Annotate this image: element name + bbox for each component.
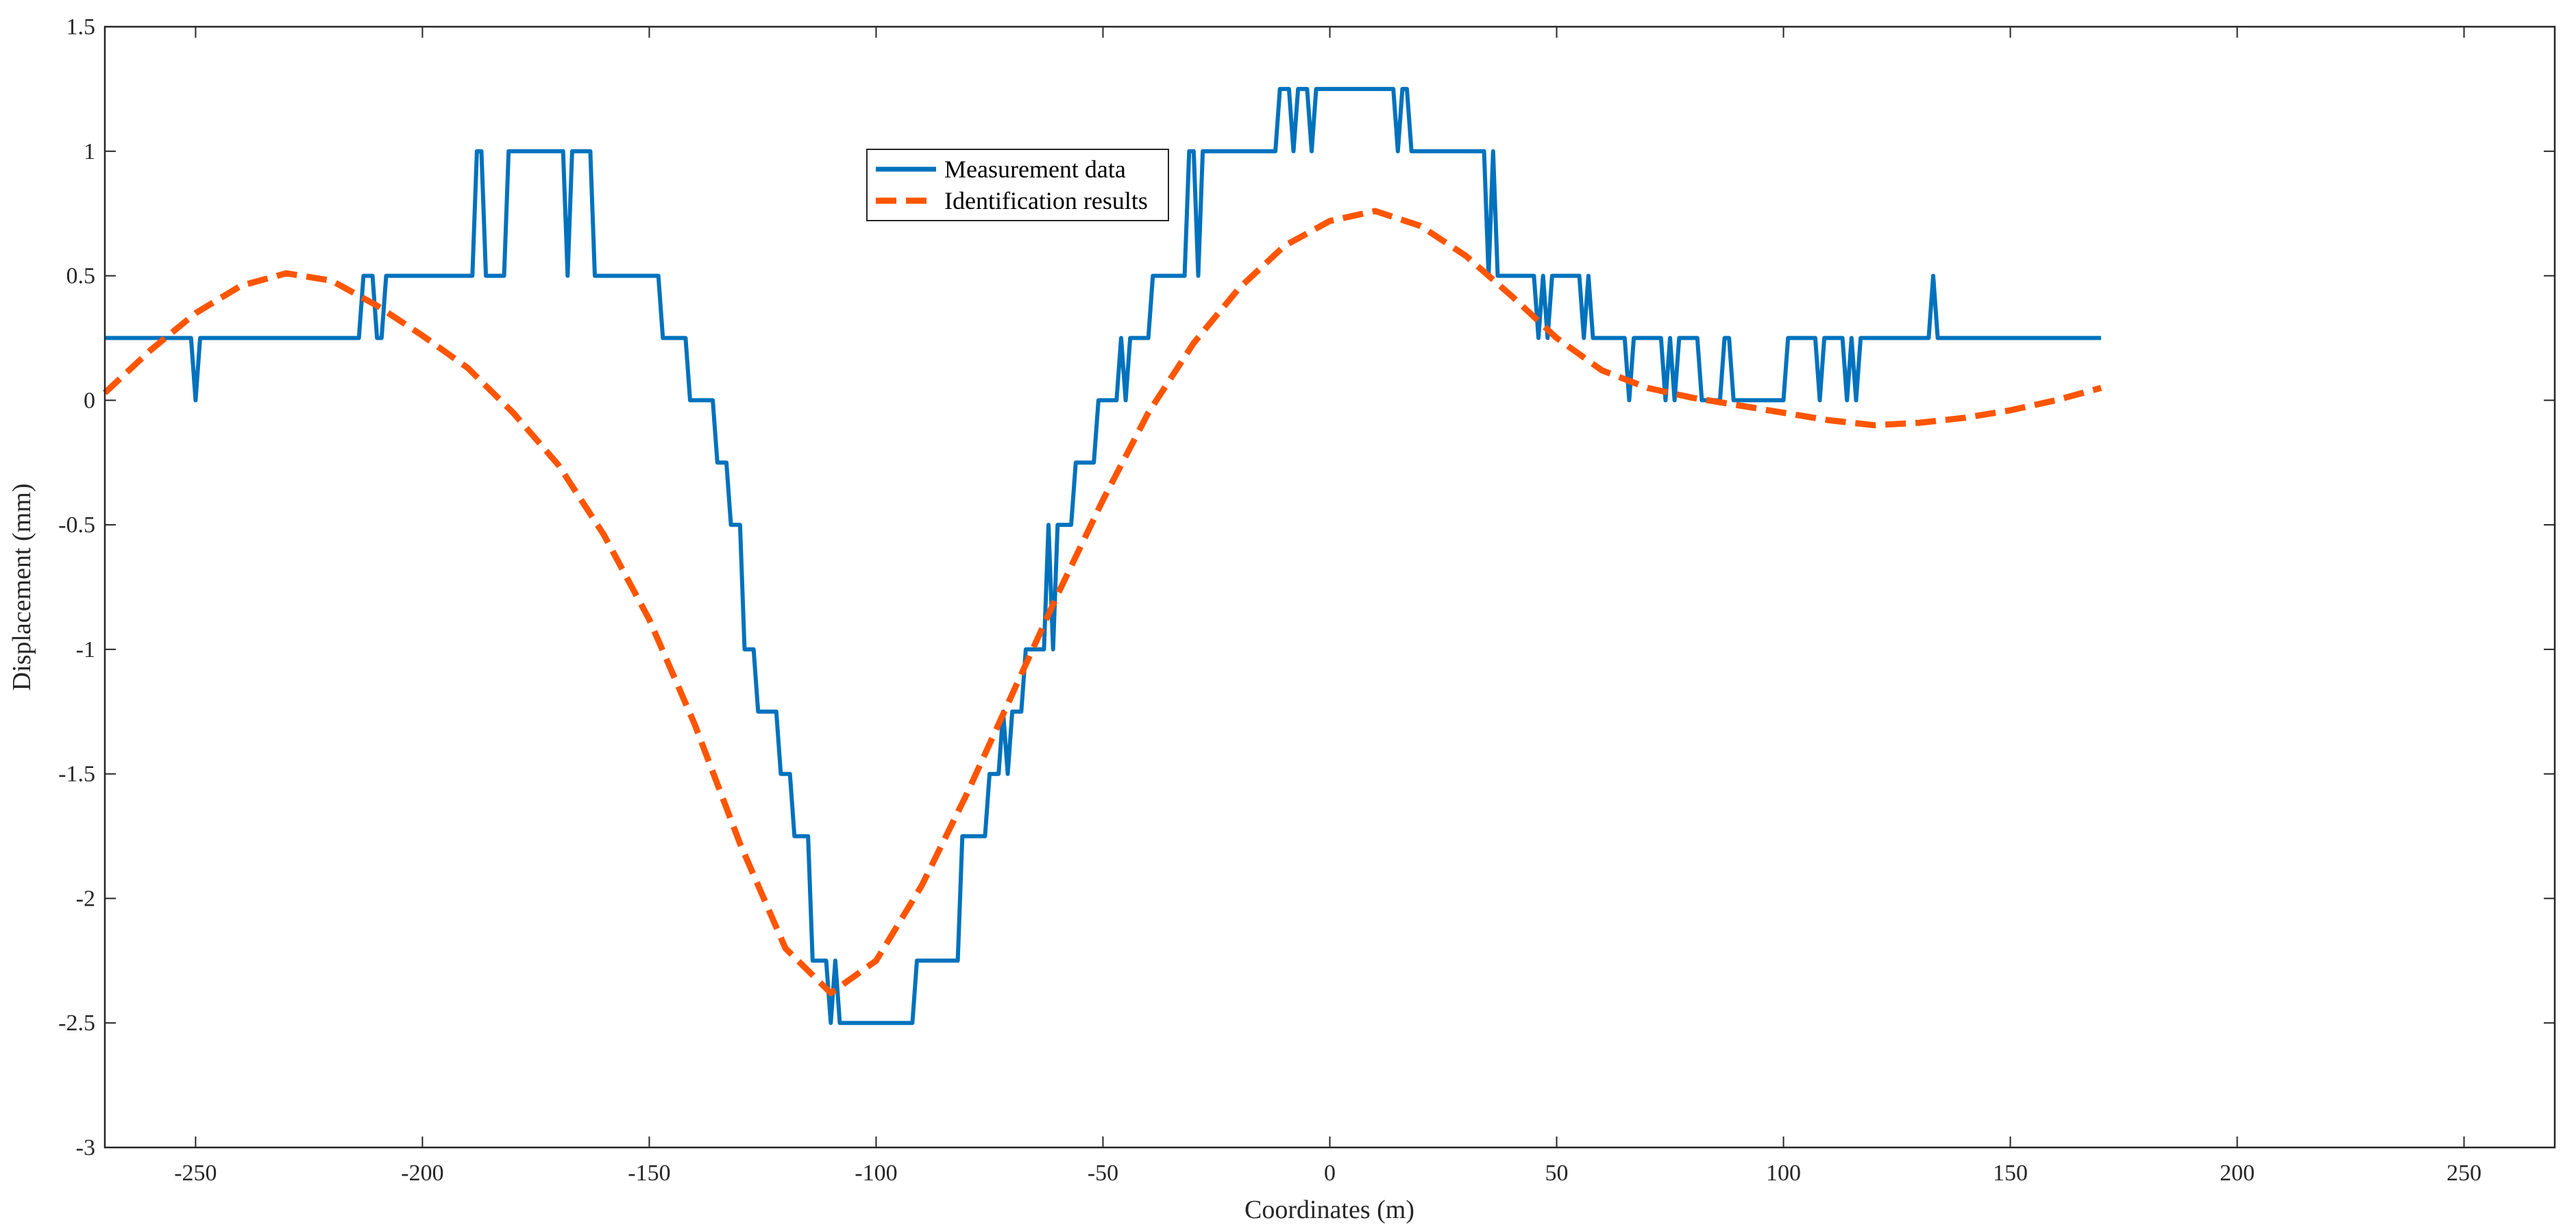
x-tick-label: 0 bbox=[1324, 1160, 1336, 1186]
x-axis-title: Coordinates (m) bbox=[1244, 1195, 1414, 1224]
y-tick-label: -2 bbox=[76, 886, 95, 911]
x-axis-ticks: -250 -200 -150 -100 -50 0 50 100 150 200 250 bbox=[174, 27, 2481, 1186]
x-tick-label: 250 bbox=[2446, 1160, 2481, 1186]
x-tick-label: 200 bbox=[2220, 1160, 2255, 1186]
legend-box bbox=[866, 149, 1169, 221]
x-tick-label: -100 bbox=[855, 1160, 897, 1186]
legend-label-measurement: Measurement data bbox=[944, 156, 1126, 183]
y-tick-label: 1.5 bbox=[66, 14, 96, 40]
y-tick-label: 0.5 bbox=[66, 264, 96, 289]
x-tick-label: 150 bbox=[1993, 1160, 2028, 1186]
y-axis-title: Displacement (mm) bbox=[8, 484, 36, 691]
y-tick-label: 0 bbox=[84, 388, 95, 413]
series-line-identification bbox=[102, 208, 2102, 997]
plot-frame bbox=[103, 25, 2556, 1149]
legend: Measurement data Identification results bbox=[866, 149, 1169, 221]
y-tick-label: 1 bbox=[84, 139, 95, 164]
x-tick-label: -250 bbox=[174, 1160, 217, 1186]
y-tick-label: -1.5 bbox=[58, 762, 95, 787]
x-tick-label: -50 bbox=[1088, 1160, 1118, 1186]
legend-label-identification: Identification results bbox=[944, 187, 1148, 214]
y-tick-label: -3 bbox=[76, 1135, 95, 1160]
series-line-measurement bbox=[105, 86, 2101, 1026]
x-tick-label: 50 bbox=[1545, 1160, 1569, 1186]
x-tick-label: 100 bbox=[1766, 1160, 1801, 1186]
y-tick-label: -1 bbox=[76, 637, 95, 662]
x-tick-label: -200 bbox=[401, 1160, 443, 1186]
y-tick-label: -0.5 bbox=[58, 512, 95, 538]
y-axis-ticks: -3 -2.5 -2 -1.5 -1 -0.5 0 0.5 1 1.5 bbox=[58, 14, 2555, 1160]
plot-background bbox=[105, 27, 2555, 1147]
x-tick-label: -150 bbox=[628, 1160, 670, 1186]
y-tick-label: -2.5 bbox=[58, 1010, 95, 1036]
series-layer bbox=[102, 86, 2102, 1026]
